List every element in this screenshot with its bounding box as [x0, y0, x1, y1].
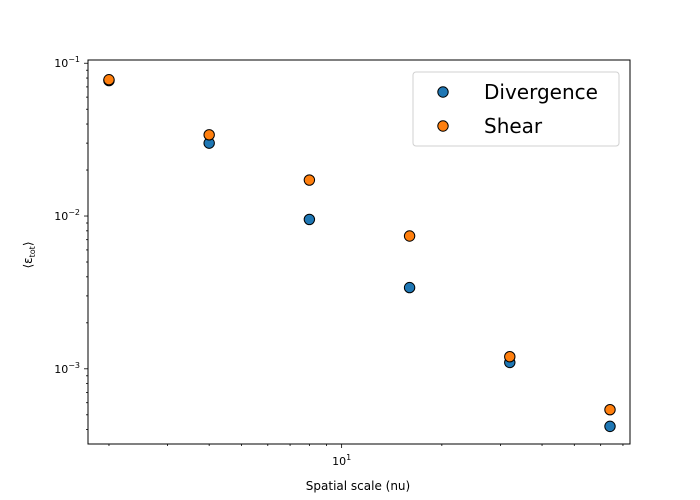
- shear-point: [203, 129, 215, 141]
- x-axis-label: Spatial scale (nu): [306, 479, 410, 493]
- plot-points: [103, 74, 616, 433]
- y-tick-label: 10−2: [54, 208, 80, 223]
- shear-point: [103, 74, 115, 86]
- shear-point: [504, 351, 516, 363]
- y-axis-label-subscript: tot: [28, 246, 37, 257]
- legend-label-divergence: Divergence: [484, 80, 598, 104]
- shear-point: [303, 174, 316, 186]
- legend-marker-shear: [437, 120, 449, 132]
- legend: Divergence Shear: [412, 71, 620, 147]
- plot-frame: [87, 59, 631, 445]
- legend-marker-divergence: [437, 86, 449, 98]
- legend-label-shear: Shear: [484, 114, 543, 138]
- divergence-point: [604, 420, 616, 433]
- shear-point: [403, 230, 416, 242]
- y-axis-label: ⟨εtot⟩: [21, 241, 37, 268]
- y-axis-label-close: ⟩: [21, 241, 35, 246]
- y-tick-label: 10−3: [54, 361, 80, 376]
- legend-box: [412, 71, 620, 147]
- shear-point: [604, 403, 616, 416]
- svg-text:⟨εtot⟩: ⟨εtot⟩: [21, 241, 37, 268]
- x-tick-label: 101: [332, 453, 351, 468]
- y-tick-label: 10−1: [54, 55, 80, 70]
- divergence-point: [303, 213, 316, 226]
- y-axis-label-main: ⟨ε: [21, 257, 35, 268]
- divergence-point: [403, 281, 416, 294]
